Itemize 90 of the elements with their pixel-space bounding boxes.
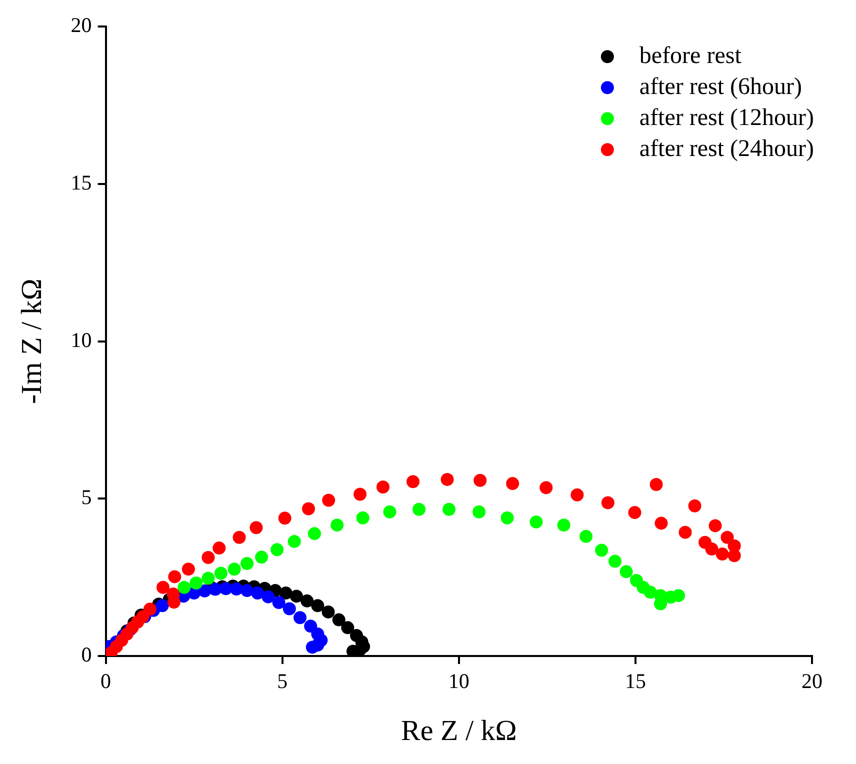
point (178, 580, 191, 594)
y-tick-label: 0 (81, 642, 92, 667)
point (595, 544, 608, 557)
point (251, 586, 264, 600)
legend-label: after rest (12hour) (639, 104, 814, 131)
point (288, 534, 301, 548)
point (182, 562, 195, 576)
point (306, 640, 319, 654)
point (232, 530, 246, 544)
point (412, 502, 426, 516)
point (168, 570, 182, 584)
point (250, 521, 263, 534)
point (228, 562, 241, 576)
point (322, 605, 335, 618)
point (214, 566, 228, 580)
legend-label: after rest (6hour) (639, 74, 802, 100)
point (500, 511, 514, 524)
point (190, 576, 203, 590)
point (332, 613, 346, 626)
point (202, 551, 215, 564)
point (212, 542, 226, 555)
point (311, 599, 324, 612)
point (440, 472, 454, 486)
x-tick-label: 10 (448, 669, 470, 694)
y-tick-label: 5 (81, 485, 92, 510)
point (322, 494, 336, 507)
point (290, 590, 303, 603)
y-tick-label: 10 (70, 328, 92, 352)
point (304, 620, 318, 633)
point (406, 475, 420, 488)
point (442, 502, 456, 516)
point (279, 586, 292, 600)
point (530, 515, 543, 528)
point (240, 584, 254, 598)
point (255, 550, 268, 564)
point (219, 582, 232, 596)
point (156, 580, 170, 594)
point (156, 599, 169, 612)
x-tick-label: 0 (100, 669, 112, 694)
point (678, 526, 692, 539)
point (230, 582, 243, 596)
point (570, 488, 584, 502)
point (708, 519, 722, 532)
point (330, 518, 344, 532)
point (270, 543, 284, 556)
point (506, 477, 520, 490)
point (601, 496, 614, 510)
point (262, 590, 275, 604)
point (580, 530, 593, 543)
legend-label: after rest (24hour) (639, 136, 814, 162)
point (557, 518, 570, 532)
point (654, 516, 668, 530)
point (716, 548, 729, 561)
legend-label: before rest (639, 42, 742, 69)
point (282, 602, 296, 616)
point (720, 530, 734, 544)
point (474, 474, 487, 487)
point (628, 506, 642, 519)
point (376, 480, 390, 494)
x-tick-label: 15 (624, 669, 646, 694)
point (341, 621, 354, 634)
point (356, 511, 370, 524)
point (540, 481, 553, 494)
x-axis-title: Re Z / kΩ (401, 715, 517, 748)
y-axis-title: -Im Z / kΩ (16, 278, 48, 404)
point (300, 594, 314, 608)
point (705, 542, 718, 556)
point (272, 596, 286, 609)
point (383, 505, 396, 518)
point (688, 499, 702, 512)
point (302, 502, 315, 516)
x-tick-label: 20 (802, 669, 822, 694)
point (728, 549, 741, 562)
point (240, 556, 254, 570)
point (620, 565, 633, 578)
point (472, 505, 486, 518)
point (608, 554, 622, 568)
point (166, 588, 180, 601)
point (202, 572, 215, 585)
point (294, 611, 307, 624)
point (644, 586, 657, 599)
point (354, 488, 367, 501)
point (308, 527, 321, 540)
y-tick-label: 20 (70, 13, 92, 38)
point (278, 512, 292, 525)
point (650, 478, 663, 491)
point (672, 589, 686, 602)
point (143, 602, 156, 616)
y-tick-label: 15 (70, 170, 92, 194)
x-tick-label: 5 (277, 669, 288, 694)
